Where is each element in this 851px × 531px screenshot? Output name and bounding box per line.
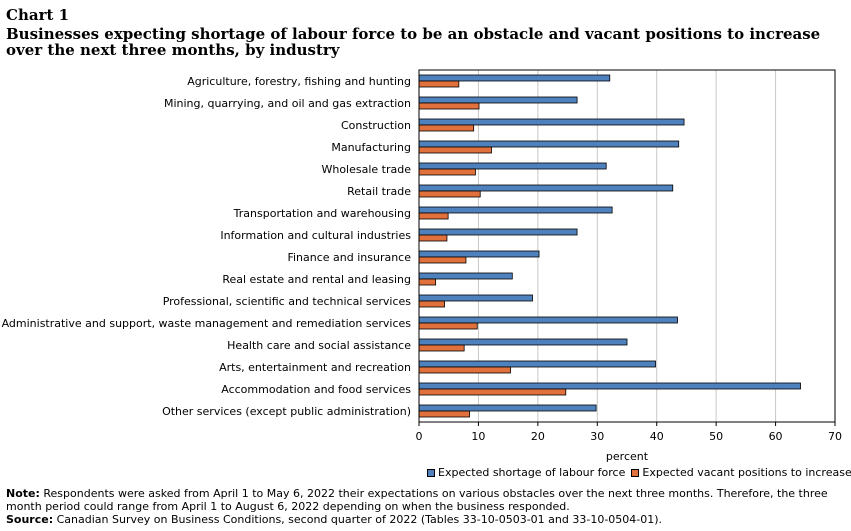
legend-swatch-shortage — [427, 468, 435, 477]
bar-vacant — [418, 168, 476, 176]
chart-label: Chart 1 — [6, 6, 70, 24]
bar-shortage — [418, 228, 578, 236]
x-tick-label: 70 — [828, 430, 842, 443]
category-label: Health care and social assistance — [227, 339, 411, 352]
bar-vacant — [418, 190, 481, 198]
category-label: Other services (except public administra… — [162, 405, 411, 418]
category-label: Information and cultural industries — [220, 229, 411, 242]
bar-vacant — [418, 212, 449, 220]
category-label: Accommodation and food services — [221, 383, 411, 396]
category-label: Professional, scientific and technical s… — [163, 295, 412, 308]
x-tick-label: 50 — [709, 430, 723, 443]
bar-shortage — [418, 338, 628, 346]
bar-shortage — [418, 118, 685, 126]
bar-shortage — [418, 74, 611, 82]
category-label: Real estate and rental and leasing — [222, 273, 411, 286]
bar-shortage — [418, 250, 540, 258]
x-tick-label: 20 — [531, 430, 545, 443]
category-label: Arts, entertainment and recreation — [219, 361, 411, 374]
bar-vacant — [418, 344, 465, 352]
bar-shortage — [418, 360, 656, 368]
category-label: Administrative and support, waste manage… — [2, 317, 412, 330]
category-label: Retail trade — [347, 185, 411, 198]
bar-vacant — [418, 102, 480, 110]
bar-shortage — [418, 184, 674, 192]
bar-shortage — [418, 294, 533, 302]
bar-shortage — [418, 382, 801, 390]
category-label: Manufacturing — [331, 141, 411, 154]
bar-vacant — [418, 388, 567, 396]
legend-label-vacant: Expected vacant positions to increase — [642, 466, 851, 479]
bar-vacant — [418, 234, 448, 242]
category-label: Construction — [341, 119, 411, 132]
chart-title: Businesses expecting shortage of labour … — [6, 25, 821, 59]
x-tick-label: 40 — [650, 430, 664, 443]
bar-vacant — [418, 300, 445, 308]
bar-vacant — [418, 322, 478, 330]
x-tick-label: 0 — [416, 430, 423, 443]
legend-item-shortage: Expected shortage of labour force — [427, 466, 625, 479]
category-label: Wholesale trade — [321, 163, 411, 176]
bar-shortage — [418, 404, 597, 412]
bar-vacant — [418, 410, 470, 418]
bar-shortage — [418, 96, 578, 104]
bar-shortage — [418, 140, 680, 148]
bar-chart: Agriculture, forestry, fishing and hunti… — [2, 69, 842, 463]
bar-vacant — [418, 124, 475, 132]
category-label: Finance and insurance — [287, 251, 411, 264]
legend-item-vacant: Expected vacant positions to increase — [631, 466, 851, 479]
plot-frame — [418, 69, 836, 423]
legend-swatch-vacant — [631, 468, 640, 477]
note-line: Note: Respondents were asked from April … — [6, 487, 844, 513]
bar-vacant — [418, 256, 467, 264]
x-axis-label: percent — [606, 450, 649, 463]
category-label: Agriculture, forestry, fishing and hunti… — [187, 75, 411, 88]
bar-shortage — [418, 316, 678, 324]
category-label: Mining, quarrying, and oil and gas extra… — [164, 97, 411, 110]
bar-shortage — [418, 206, 613, 214]
bar-vacant — [418, 146, 492, 154]
x-tick-label: 10 — [471, 430, 485, 443]
bar-vacant — [418, 366, 511, 374]
chart-legend: Expected shortage of labour force Expect… — [427, 466, 851, 479]
bar-shortage — [418, 272, 513, 280]
bar-shortage — [418, 162, 607, 170]
x-tick-label: 30 — [590, 430, 604, 443]
bar-vacant — [418, 278, 437, 286]
x-tick-label: 60 — [769, 430, 783, 443]
category-label: Transportation and warehousing — [233, 207, 411, 220]
source-text: Canadian Survey on Business Conditions, … — [53, 513, 663, 526]
note-label: Note: — [6, 487, 40, 500]
source-label: Source: — [6, 513, 54, 526]
note-text: Respondents were asked from April 1 to M… — [6, 487, 828, 513]
legend-label-shortage: Expected shortage of labour force — [438, 466, 626, 479]
bar-vacant — [418, 80, 460, 88]
chart-notes: Note: Respondents were asked from April … — [6, 487, 844, 526]
source-line: Source: Canadian Survey on Business Cond… — [6, 513, 844, 526]
